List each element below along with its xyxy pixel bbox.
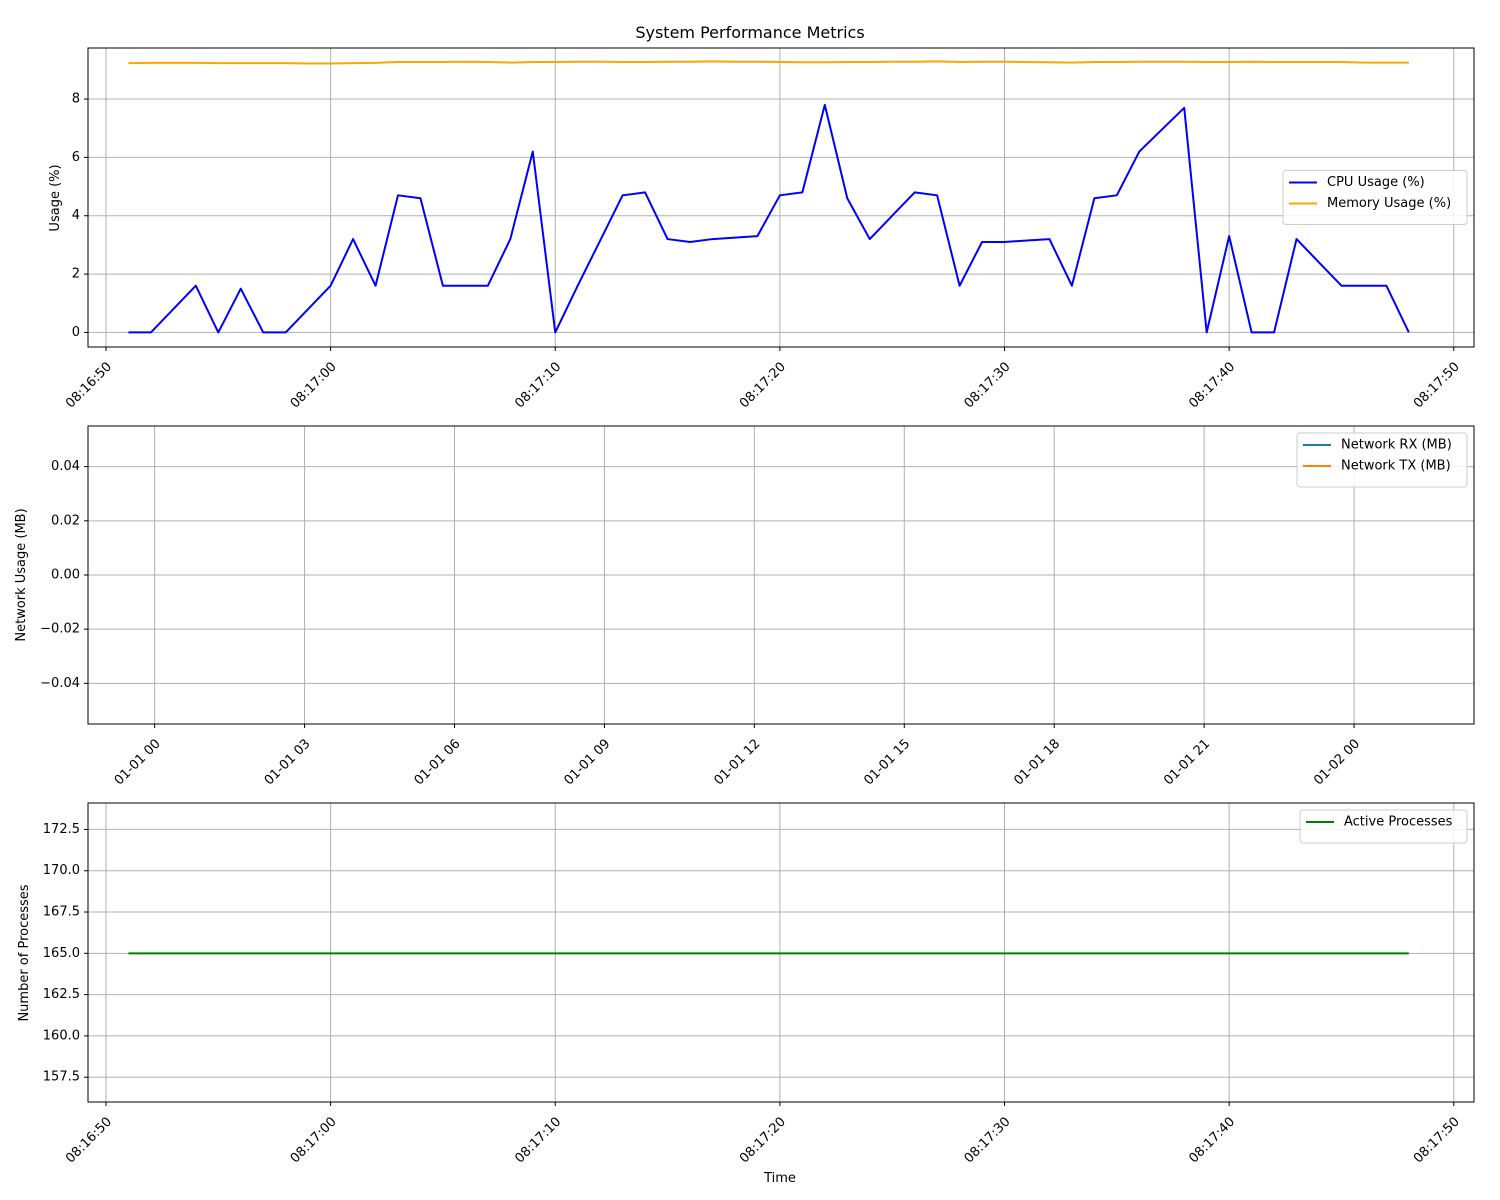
- y-axis-label: Number of Processes: [17, 884, 32, 1021]
- y-tick-label: 172.5: [43, 822, 80, 837]
- legend-label: Active Processes: [1344, 815, 1453, 830]
- y-tick-label: 6: [72, 150, 80, 165]
- y-axis-label: Network Usage (MB): [14, 508, 29, 641]
- series-line-memory: [128, 60, 1409, 65]
- x-axis-label: Time: [763, 1171, 796, 1186]
- y-tick-label: 157.5: [43, 1070, 80, 1085]
- y-tick-label: 167.5: [43, 905, 80, 920]
- y-tick-label: 165.0: [43, 946, 80, 961]
- y-tick-label: −0.04: [40, 676, 80, 691]
- legend-label: CPU Usage (%): [1327, 175, 1425, 190]
- grid-lines: [88, 48, 1474, 347]
- legend-label: Network TX (MB): [1341, 459, 1451, 474]
- plot-frame: [87, 47, 1475, 348]
- legend-box: [1296, 432, 1468, 488]
- y-tick-label: 0.02: [51, 513, 80, 528]
- legend-box: [1282, 170, 1468, 225]
- figure-title: System Performance Metrics: [635, 23, 864, 42]
- y-tick-label: 0: [72, 325, 80, 340]
- legend: CPU Usage (%) Memory Usage (%): [1282, 170, 1468, 225]
- y-tick-label: 170.0: [43, 863, 80, 878]
- plot-frame: [87, 802, 1475, 1103]
- y-axis-label: Usage (%): [48, 164, 63, 231]
- legend-label: Network RX (MB): [1341, 438, 1452, 453]
- y-tick-label: 160.0: [43, 1028, 80, 1043]
- y-tick-label: −0.02: [40, 622, 80, 637]
- y-tick-label: 2: [72, 267, 80, 282]
- y-tick-label: 0.00: [51, 568, 80, 583]
- grid-lines: [88, 426, 1474, 724]
- legend: Network RX (MB) Network TX (MB): [1296, 432, 1468, 488]
- legend-box: [1299, 809, 1468, 844]
- series-line-cpu: [128, 103, 1410, 334]
- legend: Active Processes: [1299, 809, 1468, 844]
- y-tick-label: 0.04: [51, 459, 80, 474]
- legend-label: Memory Usage (%): [1327, 196, 1451, 211]
- y-tick-label: 4: [72, 208, 80, 223]
- series-lines: [128, 60, 1410, 334]
- y-tick-label: 162.5: [43, 987, 80, 1002]
- y-tick-label: 8: [72, 92, 80, 107]
